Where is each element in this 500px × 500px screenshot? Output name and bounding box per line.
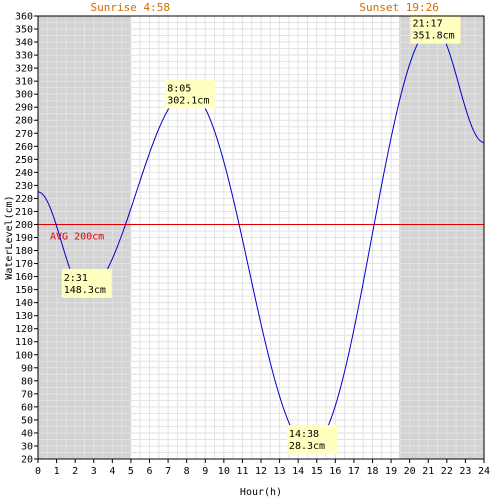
y-tick-label: 300 [15,90,33,101]
average-label: AVG 200cm [50,231,104,242]
y-tick-label: 280 [15,116,33,127]
y-tick-label: 360 [15,12,33,23]
x-tick-label: 20 [404,466,416,477]
y-tick-label: 50 [21,415,33,426]
x-tick-label: 7 [165,466,171,477]
y-tick-label: 220 [15,194,33,205]
x-tick-label: 21 [422,466,434,477]
y-tick-label: 270 [15,129,33,140]
y-tick-label: 120 [15,324,33,335]
y-tick-label: 240 [15,168,33,179]
x-axis-ticks: 0 1 2 3 4 5 6 7 8 9 10 11 12 13 14 15 16 17 18 19 20 21 22 23 24 [35,459,490,477]
extreme-label-box [61,268,112,298]
y-tick-label: 100 [15,350,33,361]
y-tick-label: 340 [15,38,33,49]
y-tick-label: 290 [15,103,33,114]
x-tick-label: 8 [184,466,190,477]
x-tick-label: 24 [478,466,490,477]
y-tick-label: 20 [21,455,33,466]
y-tick-label: 210 [15,207,33,218]
y-tick-label: 200 [15,220,33,231]
y-tick-label: 350 [15,25,33,36]
x-tick-label: 12 [255,466,267,477]
x-tick-label: 19 [385,466,397,477]
y-tick-label: 130 [15,311,33,322]
x-tick-label: 15 [311,466,323,477]
x-tick-label: 4 [109,466,115,477]
y-tick-label: 330 [15,51,33,62]
x-tick-label: 14 [292,466,304,477]
x-tick-label: 18 [366,466,378,477]
y-tick-label: 260 [15,142,33,153]
extreme-label-box [286,425,337,455]
y-tick-label: 150 [15,285,33,296]
x-tick-label: 11 [236,466,248,477]
x-tick-label: 2 [72,466,78,477]
y-tick-label: 250 [15,155,33,166]
extreme-time: 2:31 [64,273,88,284]
x-tick-label: 9 [202,466,208,477]
y-axis-title: WaterLevel(cm) [4,195,15,279]
y-tick-label: 180 [15,246,33,257]
y-tick-label: 70 [21,389,33,400]
y-tick-label: 40 [21,428,33,439]
y-tick-label: 60 [21,402,33,413]
y-tick-label: 310 [15,77,33,88]
x-tick-label: 17 [348,466,360,477]
y-tick-label: 110 [15,337,33,348]
extreme-time: 8:05 [167,83,191,94]
y-tick-label: 140 [15,298,33,309]
x-tick-label: 0 [35,466,41,477]
x-tick-label: 13 [274,466,286,477]
extreme-level: 28.3cm [289,441,325,452]
extreme-time: 21:17 [413,19,443,30]
x-tick-label: 10 [218,466,230,477]
y-tick-label: 230 [15,181,33,192]
y-tick-label: 170 [15,259,33,270]
x-tick-label: 3 [91,466,97,477]
x-axis-title: Hour(h) [240,487,282,498]
x-tick-label: 6 [146,466,152,477]
sunrise-label: Sunrise 4:58 [91,1,170,14]
y-axis-ticks: 20 30 40 50 60 70 80 90 100 110 120 130 140 150 160 170… [15,12,38,466]
extreme-label-box [165,79,216,109]
y-tick-label: 160 [15,272,33,283]
x-tick-label: 22 [441,466,453,477]
extreme-time: 14:38 [289,429,319,440]
extreme-label-box [410,14,461,44]
y-tick-label: 30 [21,441,33,452]
y-tick-label: 80 [21,376,33,387]
extreme-level: 148.3cm [64,285,106,296]
y-tick-label: 190 [15,233,33,244]
extreme-level: 302.1cm [167,95,209,106]
x-tick-label: 5 [128,466,134,477]
sunset-label: Sunset 19:26 [359,1,438,14]
grid-lines [37,15,485,460]
x-tick-label: 23 [459,466,471,477]
x-tick-label: 16 [329,466,341,477]
extreme-level: 351.8cm [413,31,455,42]
x-tick-label: 1 [54,466,60,477]
y-tick-label: 90 [21,363,33,374]
y-tick-label: 320 [15,64,33,75]
